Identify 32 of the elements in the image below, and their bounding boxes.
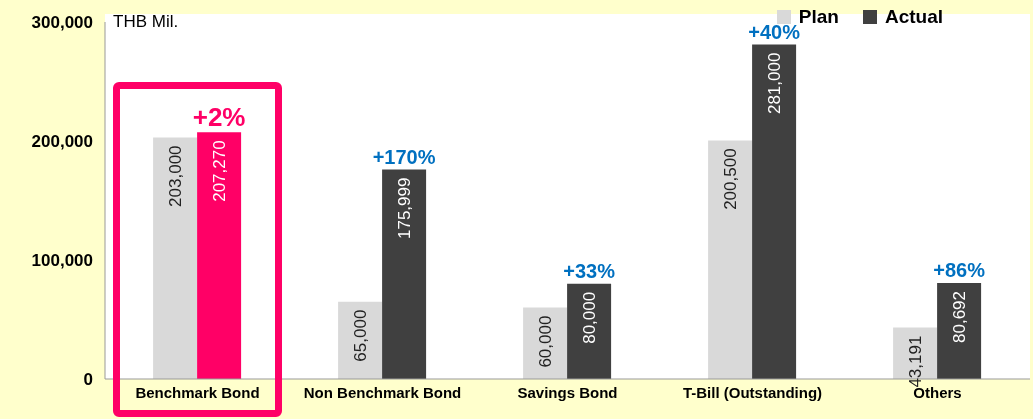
bar	[937, 282, 982, 379]
bar	[382, 169, 427, 379]
annotation: +170%	[372, 145, 436, 168]
x-tick-label: Savings Bond	[517, 383, 618, 401]
data-label: 60,000	[535, 315, 555, 368]
bar	[153, 137, 198, 379]
annotation: +86%	[933, 258, 986, 281]
annotation: +40%	[748, 20, 801, 43]
annotation: THB Mil.	[113, 12, 179, 32]
x-tick-label: T-Bill (Outstanding)	[682, 383, 823, 401]
bar	[197, 132, 242, 379]
data-label: 207,270	[209, 140, 229, 202]
legend-label: Actual	[883, 6, 943, 28]
data-label: 80,692	[949, 290, 969, 343]
y-tick-label: 300,000	[31, 13, 93, 33]
data-label: 200,500	[720, 148, 740, 210]
y-tick-label: 0	[83, 370, 93, 390]
bar	[752, 44, 797, 379]
data-label: 175,999	[394, 177, 414, 240]
annotation: +2%	[192, 102, 246, 133]
data-label: 65,000	[350, 309, 370, 362]
x-tick-label: Benchmark Bond	[135, 383, 260, 401]
bar	[567, 283, 612, 379]
data-label: 80,000	[579, 291, 599, 344]
y-tick-label: 100,000	[31, 251, 93, 271]
data-label: 281,000	[764, 52, 784, 115]
y-tick-label: 200,000	[31, 132, 93, 152]
legend-label: Plan	[798, 6, 839, 27]
bar	[708, 140, 753, 379]
annotation: +33%	[563, 259, 616, 282]
data-label: 203,000	[165, 145, 185, 207]
x-tick-label: Non Benchmark Bond	[303, 383, 462, 401]
